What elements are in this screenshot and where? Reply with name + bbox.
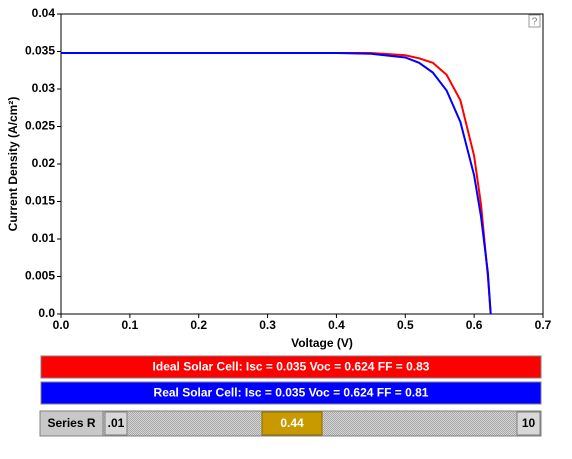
legend-bar — [40, 355, 542, 379]
slider-label: Series R — [47, 416, 95, 430]
series-line — [61, 52, 492, 315]
slider-value[interactable]: 0.44 — [280, 416, 304, 430]
y-tick-label: 0.015 — [25, 194, 55, 208]
y-tick-label: 0.02 — [32, 156, 56, 170]
plot-frame — [60, 13, 544, 315]
y-tick-label: 0.005 — [25, 269, 55, 283]
legend-bar — [40, 381, 542, 405]
slider-label-box — [39, 410, 104, 437]
x-tick-label: 0.1 — [122, 318, 139, 332]
y-tick-label: 0.025 — [25, 119, 55, 133]
slider-min[interactable]: .01 — [108, 416, 125, 430]
x-tick-label: 0.6 — [466, 318, 483, 332]
y-tick-label: 0.04 — [32, 6, 56, 20]
x-tick-label: 0.2 — [190, 318, 207, 332]
x-tick-label: 0.4 — [328, 318, 345, 332]
slider-max[interactable]: 10 — [522, 416, 536, 430]
legend-label: Ideal Solar Cell: Isc = 0.035 Voc = 0.62… — [153, 360, 430, 374]
x-tick-label: 0.5 — [397, 318, 414, 332]
x-axis-label: Voltage (V) — [291, 336, 353, 350]
slider-max-box[interactable] — [516, 411, 541, 436]
slider-min-box[interactable] — [104, 411, 128, 436]
y-tick-label: 0.03 — [32, 81, 56, 95]
legend-label: Real Solar Cell: Isc = 0.035 Voc = 0.624… — [154, 386, 429, 400]
y-tick-label: 0.035 — [25, 44, 55, 58]
x-tick-label: 0.3 — [259, 318, 276, 332]
help-text[interactable]: ? — [532, 17, 538, 28]
y-tick-label: 0.01 — [32, 231, 56, 245]
x-tick-label: 0.0 — [53, 318, 70, 332]
help-button[interactable] — [528, 14, 541, 28]
y-axis-label: Current Density (A/cm²) — [6, 97, 20, 232]
y-tick-label: 0.0 — [38, 306, 55, 320]
slider-thumb[interactable] — [261, 411, 323, 436]
x-tick-label: 0.7 — [535, 318, 552, 332]
